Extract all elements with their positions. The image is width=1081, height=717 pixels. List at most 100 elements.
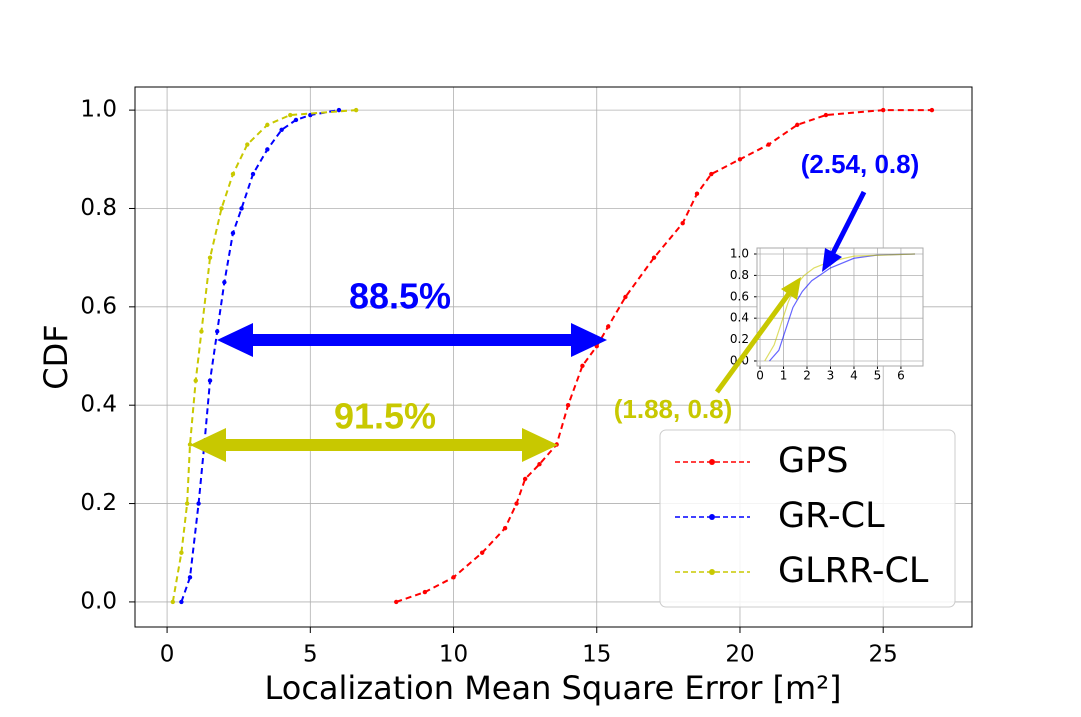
- point: [623, 294, 628, 300]
- y-tick-label: 0.6: [80, 293, 117, 319]
- point: [353, 107, 359, 113]
- x-tick-label: 5: [303, 642, 318, 668]
- point: [694, 191, 700, 196]
- point: [187, 442, 193, 447]
- point: [245, 142, 250, 147]
- point: [199, 329, 204, 334]
- y-tick-label: 0.8: [80, 195, 117, 221]
- point: [680, 221, 685, 226]
- point: [881, 107, 886, 113]
- point: [215, 329, 220, 334]
- point: [823, 112, 829, 118]
- x-tick-label: 1: [780, 369, 788, 383]
- series-line: [768, 253, 916, 362]
- point: [537, 462, 542, 467]
- point: [239, 206, 244, 211]
- x-tick-label: 15: [582, 642, 611, 668]
- legend-marker: [709, 459, 715, 465]
- point: [336, 107, 342, 113]
- y-tick-label: 0.2: [730, 332, 749, 346]
- point: [250, 171, 256, 177]
- point: [265, 122, 270, 128]
- point: [293, 117, 299, 123]
- legend-box: [659, 429, 956, 608]
- y-tick-label: 0.4: [80, 392, 117, 418]
- x-tick-label: 6: [897, 369, 905, 383]
- x-tick-label: 3: [827, 369, 835, 383]
- legend-label: GLRR-CL: [778, 551, 929, 591]
- point: [606, 324, 611, 329]
- point: [502, 525, 508, 531]
- series-line: [395, 109, 932, 603]
- point: [580, 363, 585, 369]
- legend-marker: [709, 569, 715, 575]
- point: [565, 402, 571, 408]
- point: [184, 501, 190, 506]
- point: [451, 575, 456, 580]
- annotation: (1.88, 0.8): [614, 394, 733, 424]
- y-axis-label: CDF: [37, 324, 75, 389]
- y-tick-label: 0.8: [730, 268, 749, 282]
- legend-marker: [709, 514, 715, 520]
- point: [219, 206, 224, 211]
- legend-label: GPS: [778, 441, 848, 481]
- point: [193, 378, 198, 383]
- point: [394, 599, 399, 605]
- point: [179, 550, 184, 555]
- point: [187, 575, 193, 580]
- plot-area: [757, 248, 923, 366]
- point: [265, 147, 270, 152]
- blue-arrow-head: [217, 323, 253, 357]
- legend-label: GR-CL: [778, 496, 885, 536]
- x-axis-label: Localization Mean Square Error [m²]: [264, 669, 841, 707]
- y-tick-label: 0.6: [730, 289, 749, 303]
- y-tick-label: 0.4: [730, 311, 749, 325]
- x-tick-label: 2: [803, 369, 811, 383]
- axes-frame: [756, 247, 924, 367]
- x-tick-label: 0: [756, 369, 764, 383]
- point: [795, 122, 800, 128]
- x-tick-label: 20: [725, 642, 754, 668]
- point: [230, 171, 236, 177]
- annotation: 91.5%: [334, 396, 436, 437]
- point: [179, 599, 184, 605]
- pointer-head: [781, 277, 801, 300]
- point: [929, 107, 935, 113]
- point: [766, 142, 771, 147]
- x-tick-label: 4: [850, 369, 858, 383]
- pointer-head: [822, 248, 842, 272]
- x-tick-label: 5: [874, 369, 882, 383]
- annotation: 88.5%: [349, 276, 451, 317]
- y-tick-label: 1.0: [730, 246, 749, 260]
- point: [479, 550, 485, 555]
- point: [422, 589, 428, 595]
- axes-frame: [134, 86, 973, 628]
- y-tick-label: 0.2: [80, 490, 117, 516]
- point: [230, 230, 236, 236]
- point: [170, 599, 176, 605]
- blue-arrow-head: [571, 323, 607, 357]
- point: [196, 501, 201, 506]
- point: [651, 255, 657, 260]
- y-tick-label: 0.0: [80, 588, 117, 614]
- x-tick-label: 25: [869, 642, 898, 668]
- point: [279, 127, 284, 132]
- point: [207, 255, 213, 260]
- yellow-arrow-head: [522, 428, 558, 462]
- point: [222, 280, 227, 285]
- yellow-arrow-head: [190, 428, 226, 462]
- point: [522, 476, 528, 482]
- point: [737, 157, 743, 162]
- pointer-arrow: [714, 290, 793, 394]
- point: [207, 378, 213, 383]
- x-tick-label: 0: [160, 642, 175, 668]
- x-tick-label: 10: [439, 642, 468, 668]
- point: [288, 112, 293, 118]
- y-tick-label: 1.0: [80, 97, 117, 123]
- point: [514, 501, 519, 506]
- annotation: (2.54, 0.8): [801, 149, 920, 179]
- pointer-arrow: [829, 190, 867, 257]
- point: [709, 171, 714, 177]
